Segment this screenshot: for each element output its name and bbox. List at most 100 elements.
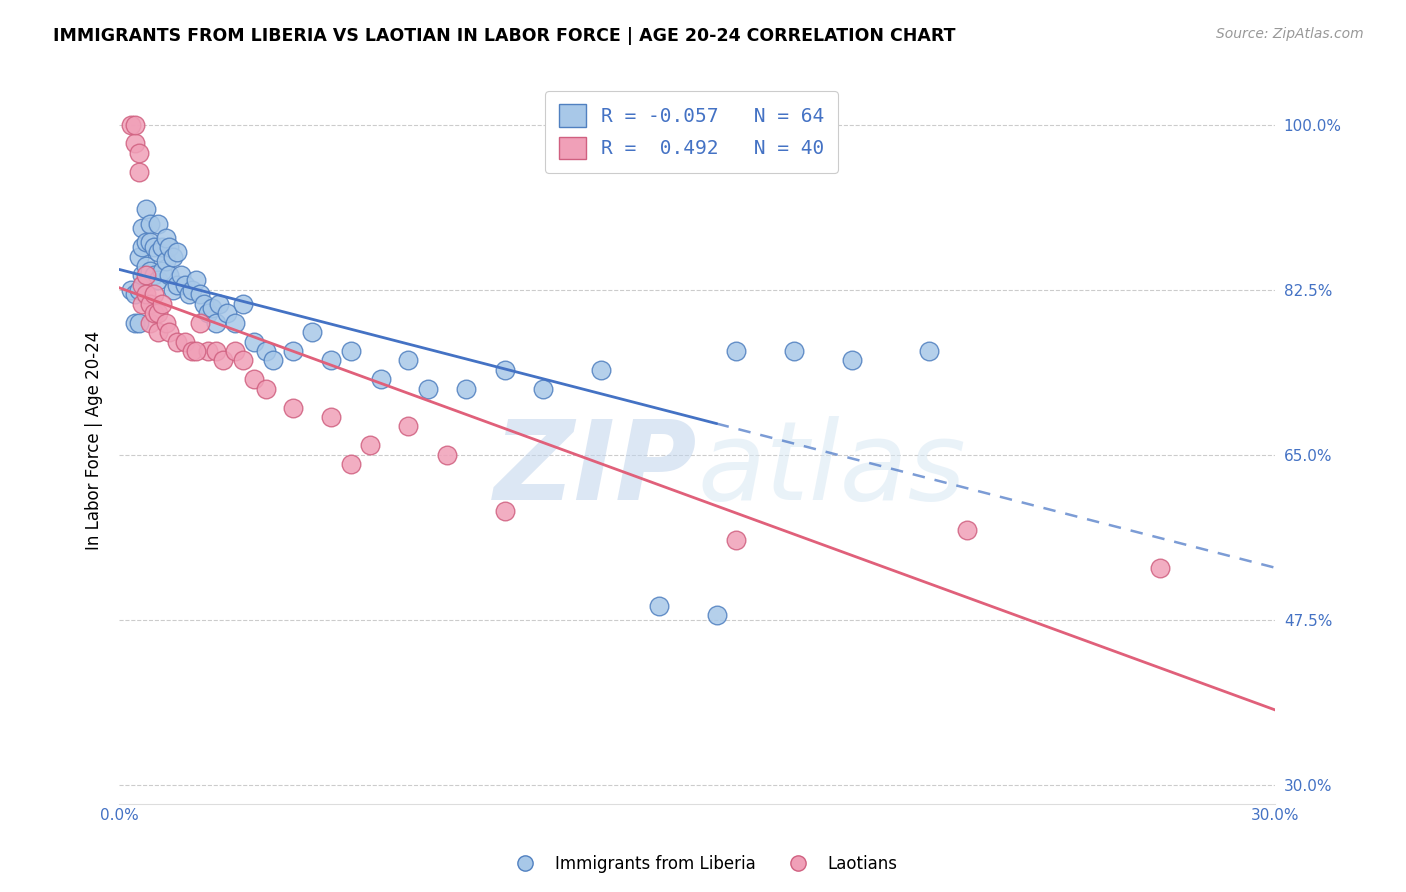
Point <box>301 325 323 339</box>
Point <box>155 316 177 330</box>
Point <box>135 287 157 301</box>
Point <box>181 343 204 358</box>
Legend: R = -0.057   N = 64, R =  0.492   N = 40: R = -0.057 N = 64, R = 0.492 N = 40 <box>546 91 838 173</box>
Point <box>262 353 284 368</box>
Point <box>128 283 150 297</box>
Text: IMMIGRANTS FROM LIBERIA VS LAOTIAN IN LABOR FORCE | AGE 20-24 CORRELATION CHART: IMMIGRANTS FROM LIBERIA VS LAOTIAN IN LA… <box>53 27 956 45</box>
Point <box>339 343 361 358</box>
Point <box>146 217 169 231</box>
Point <box>1149 561 1171 575</box>
Point <box>157 268 180 283</box>
Point <box>177 287 200 301</box>
Point <box>724 533 747 547</box>
Point <box>243 372 266 386</box>
Point <box>217 306 239 320</box>
Point <box>166 244 188 259</box>
Point <box>157 240 180 254</box>
Point <box>396 353 419 368</box>
Point <box>396 419 419 434</box>
Point <box>124 287 146 301</box>
Point <box>201 301 224 316</box>
Point <box>128 316 150 330</box>
Point <box>186 343 208 358</box>
Point <box>281 401 304 415</box>
Point <box>436 448 458 462</box>
Point <box>155 254 177 268</box>
Point <box>173 277 195 292</box>
Point <box>146 273 169 287</box>
Point <box>131 277 153 292</box>
Point <box>135 259 157 273</box>
Point <box>281 343 304 358</box>
Point <box>188 316 211 330</box>
Point <box>321 409 343 424</box>
Point <box>224 343 246 358</box>
Point <box>917 343 939 358</box>
Point <box>706 607 728 622</box>
Point <box>150 240 173 254</box>
Point <box>146 325 169 339</box>
Point <box>124 316 146 330</box>
Point <box>139 264 162 278</box>
Text: Source: ZipAtlas.com: Source: ZipAtlas.com <box>1216 27 1364 41</box>
Point <box>124 118 146 132</box>
Point <box>243 334 266 349</box>
Point <box>120 283 142 297</box>
Point <box>135 268 157 283</box>
Point <box>339 457 361 471</box>
Text: ZIP: ZIP <box>494 416 697 523</box>
Point <box>139 297 162 311</box>
Point <box>131 240 153 254</box>
Point <box>232 297 254 311</box>
Point <box>186 273 208 287</box>
Point <box>124 136 146 151</box>
Point <box>139 316 162 330</box>
Point <box>150 264 173 278</box>
Point <box>162 250 184 264</box>
Point <box>254 343 277 358</box>
Point <box>139 217 162 231</box>
Point <box>416 382 439 396</box>
Point <box>841 353 863 368</box>
Point <box>188 287 211 301</box>
Point <box>494 504 516 518</box>
Point <box>173 334 195 349</box>
Point <box>150 297 173 311</box>
Point <box>956 523 979 537</box>
Point <box>166 334 188 349</box>
Point <box>135 202 157 217</box>
Point <box>193 297 215 311</box>
Point <box>494 363 516 377</box>
Point <box>155 231 177 245</box>
Point <box>146 306 169 320</box>
Point <box>212 353 235 368</box>
Point <box>143 268 166 283</box>
Point <box>162 283 184 297</box>
Point <box>128 145 150 160</box>
Point <box>224 316 246 330</box>
Point <box>128 165 150 179</box>
Point <box>131 221 153 235</box>
Point <box>783 343 806 358</box>
Point <box>232 353 254 368</box>
Point <box>170 268 193 283</box>
Point <box>531 382 554 396</box>
Point <box>181 283 204 297</box>
Point <box>143 240 166 254</box>
Point <box>648 599 671 613</box>
Legend: Immigrants from Liberia, Laotians: Immigrants from Liberia, Laotians <box>502 848 904 880</box>
Point <box>120 118 142 132</box>
Point <box>139 235 162 250</box>
Text: atlas: atlas <box>697 416 966 523</box>
Point <box>197 306 219 320</box>
Y-axis label: In Labor Force | Age 20-24: In Labor Force | Age 20-24 <box>86 331 103 550</box>
Point <box>589 363 612 377</box>
Point <box>359 438 381 452</box>
Point <box>724 343 747 358</box>
Point <box>204 316 226 330</box>
Point <box>128 250 150 264</box>
Point <box>204 343 226 358</box>
Point <box>456 382 478 396</box>
Point <box>143 306 166 320</box>
Point <box>321 353 343 368</box>
